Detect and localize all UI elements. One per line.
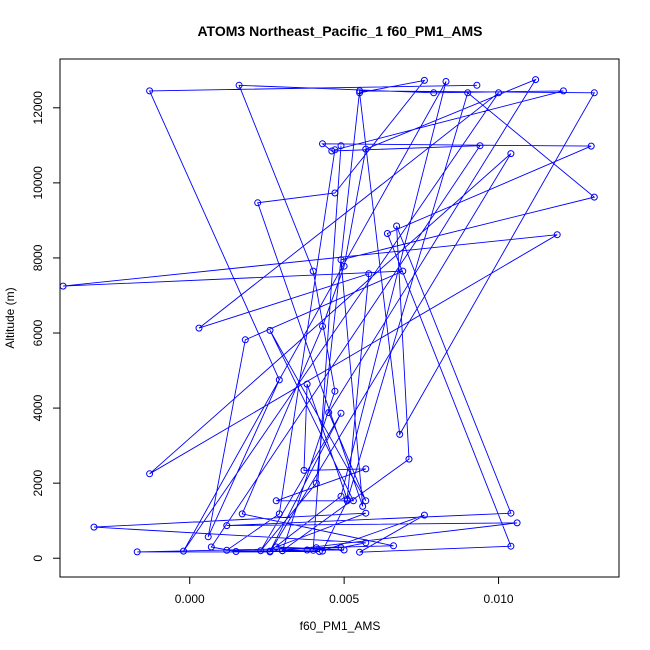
data-point (146, 470, 154, 478)
data-point (343, 495, 351, 503)
data-point (146, 87, 154, 95)
y-tick-label: 6000 (31, 319, 45, 346)
y-tick-label: 12000 (31, 91, 45, 125)
data-point (590, 89, 598, 97)
y-tick-label: 10000 (31, 166, 45, 200)
data-point (507, 150, 515, 158)
data-point (257, 547, 265, 555)
data-point (430, 89, 438, 97)
data-point (362, 497, 370, 505)
data-point (235, 81, 243, 89)
data-point (325, 409, 333, 417)
data-point (476, 142, 484, 150)
y-tick-label: 0 (31, 555, 45, 562)
data-point (559, 87, 567, 95)
data-point (507, 542, 515, 550)
data-point (241, 336, 249, 344)
y-axis-label: Altitude (m) (3, 287, 17, 348)
data-point (553, 231, 561, 239)
data-point (331, 146, 339, 154)
data-point (349, 497, 357, 505)
data-point (275, 376, 283, 384)
data-point (420, 511, 428, 519)
data-point (331, 189, 339, 197)
data-point (303, 380, 311, 388)
data-point (362, 509, 370, 517)
chart-title: ATOM3 Northeast_Pacific_1 f60_PM1_AMS (197, 23, 482, 39)
data-point (356, 89, 364, 97)
data-point (507, 509, 515, 517)
data-point (390, 542, 397, 550)
data-point (442, 78, 450, 85)
data-point (356, 87, 364, 95)
data-point (340, 262, 348, 270)
data-point (319, 140, 326, 148)
data-point (266, 547, 274, 555)
data-point (223, 522, 231, 530)
data-point (405, 455, 413, 463)
data-point (195, 324, 203, 332)
data-point (272, 497, 280, 505)
data-point (337, 256, 345, 264)
data-point (383, 230, 391, 237)
data-point (365, 270, 373, 278)
data-point (513, 519, 521, 527)
data-point (133, 548, 141, 556)
data-point (362, 539, 370, 547)
data-point (272, 543, 280, 551)
data-point (362, 145, 370, 153)
data-point (396, 430, 404, 438)
y-tick-label: 4000 (31, 394, 45, 421)
data-point (275, 510, 283, 518)
data-point (393, 222, 401, 230)
y-axis: 0 2000 4000 6000 8000 10000 12000 (31, 91, 61, 562)
data-point (238, 510, 246, 518)
data-point (309, 267, 317, 275)
data-point (337, 492, 345, 500)
data-point (399, 267, 407, 275)
data-point (532, 76, 540, 84)
data-point (278, 547, 286, 555)
data-point (420, 76, 428, 84)
data-point (312, 479, 320, 487)
data-point (90, 523, 98, 531)
x-tick-label: 0.010 (484, 592, 514, 606)
series-line (63, 78, 596, 553)
data-point (464, 89, 472, 97)
data-point (359, 502, 367, 510)
data-point (254, 199, 262, 207)
data-point (232, 548, 240, 555)
data-point (319, 322, 326, 330)
data-point (473, 81, 481, 89)
data-point (309, 546, 317, 554)
data-point (223, 546, 231, 554)
series-layer (59, 76, 598, 556)
data-point (337, 142, 345, 150)
x-axis: 0.000 0.005 0.010 (175, 576, 514, 606)
data-point (266, 326, 274, 334)
data-point (300, 466, 308, 474)
y-tick-label: 8000 (31, 244, 45, 271)
data-point (362, 465, 370, 473)
x-tick-label: 0.000 (175, 592, 205, 606)
y-tick-label: 2000 (31, 469, 45, 496)
data-point (356, 548, 364, 556)
x-axis-label: f60_PM1_AMS (300, 619, 381, 633)
data-point (207, 543, 215, 551)
data-point (337, 409, 345, 417)
data-point (328, 147, 336, 155)
data-point (587, 142, 595, 150)
data-point (495, 89, 503, 97)
data-point (204, 533, 212, 541)
data-point (180, 547, 187, 555)
data-point (331, 387, 339, 395)
x-tick-label: 0.005 (329, 592, 359, 606)
data-point (590, 193, 598, 201)
data-point (319, 547, 326, 555)
data-point (340, 546, 348, 554)
